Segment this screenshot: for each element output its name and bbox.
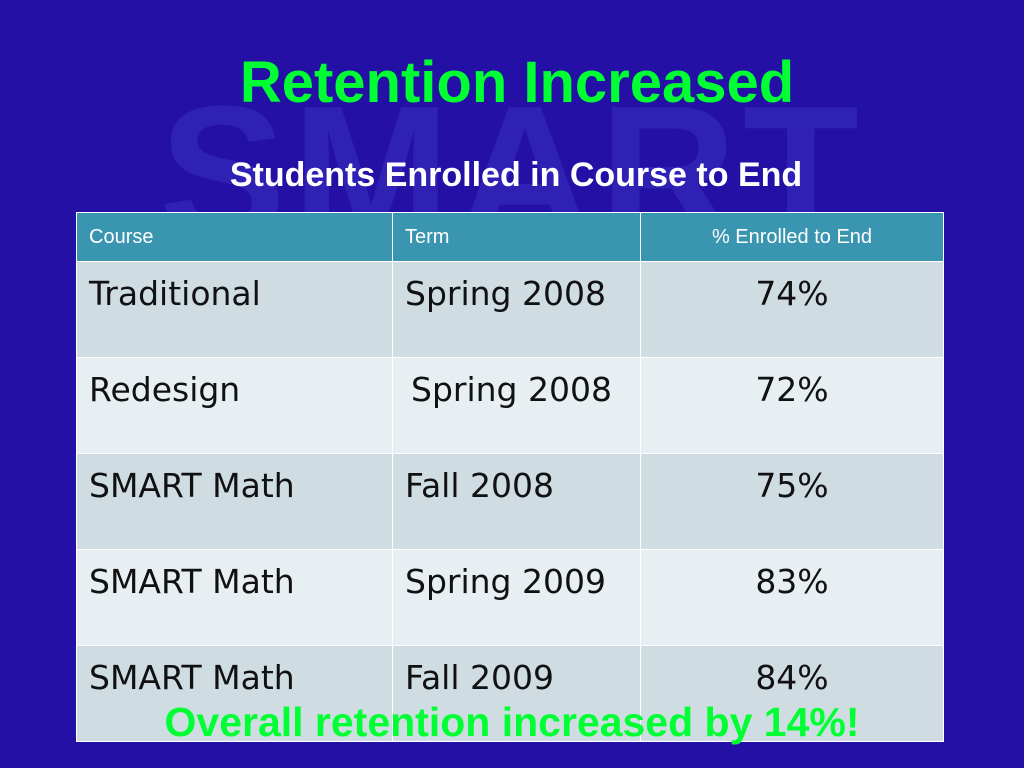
table-header-row: Course Term % Enrolled to End	[76, 212, 944, 262]
table-row: Traditional Spring 2008 74%	[76, 261, 944, 358]
slide-footer-statement: Overall retention increased by 14%!	[164, 699, 860, 745]
slide-title: Retention Increased	[239, 50, 795, 115]
table-row: SMART Math Spring 2009 83%	[76, 549, 944, 646]
header-term: Term	[392, 212, 641, 262]
cell-percent: 75%	[640, 453, 944, 550]
cell-term: Spring 2008	[392, 261, 641, 358]
cell-percent: 83%	[640, 549, 944, 646]
table-row: Redesign Spring 2008 72%	[76, 357, 944, 454]
cell-percent: 72%	[640, 357, 944, 454]
cell-term: Spring 2008	[392, 357, 641, 454]
header-percent-enrolled: % Enrolled to End	[640, 212, 944, 262]
cell-course: SMART Math	[76, 645, 393, 742]
cell-term: Fall 2008	[392, 453, 641, 550]
retention-table: Course Term % Enrolled to End Traditiona…	[76, 212, 944, 742]
cell-term: Spring 2009	[392, 549, 641, 646]
cell-term: Fall 2009	[392, 645, 641, 742]
cell-course: SMART Math	[76, 549, 393, 646]
header-course: Course	[76, 212, 393, 262]
cell-course: Traditional	[76, 261, 393, 358]
cell-percent: 84%	[640, 645, 944, 742]
cell-percent: 74%	[640, 261, 944, 358]
slide-subtitle: Students Enrolled in Course to End	[229, 156, 803, 194]
cell-course: Redesign	[76, 357, 393, 454]
table-row: SMART Math Fall 2008 75%	[76, 453, 944, 550]
table-row: SMART Math Fall 2009 84%	[76, 645, 944, 742]
cell-course: SMART Math	[76, 453, 393, 550]
